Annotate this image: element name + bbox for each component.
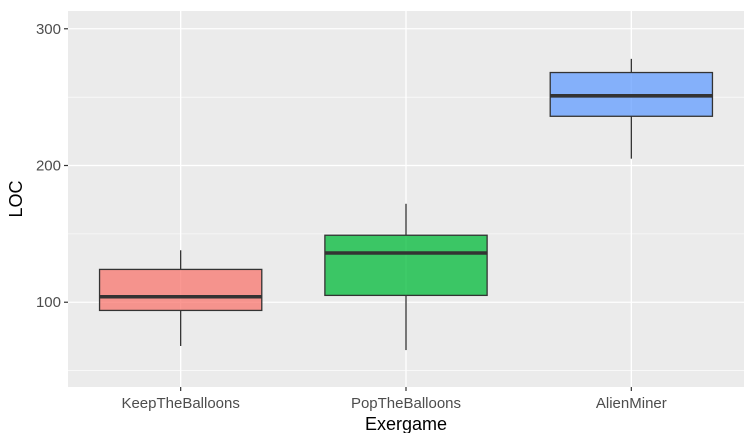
x-tick-label-AlienMiner: AlienMiner: [596, 395, 667, 412]
y-tick-label-200: 200: [36, 158, 61, 175]
x-tick-label-KeepTheBalloons: KeepTheBalloons: [121, 395, 239, 412]
y-tick-label-300: 300: [36, 21, 61, 38]
x-axis-title: Exergame: [365, 414, 447, 433]
y-tick-label-100: 100: [36, 294, 61, 311]
x-tick-label-PopTheBalloons: PopTheBalloons: [351, 395, 461, 412]
x-axis: KeepTheBalloons PopTheBalloons AlienMiner: [121, 387, 667, 412]
box-AlienMiner: [549, 58, 714, 159]
y-axis: 100 200 300: [36, 21, 68, 311]
box-PopTheBalloons: [324, 203, 488, 351]
box-body: [98, 268, 263, 312]
box-KeepTheBalloons: [98, 250, 263, 346]
y-axis-title: LOC: [6, 180, 26, 217]
box-body: [324, 234, 488, 297]
boxes: [98, 58, 714, 351]
